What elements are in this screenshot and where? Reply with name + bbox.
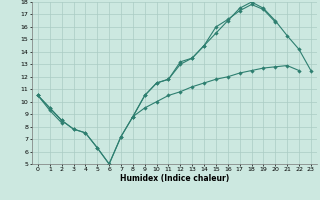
X-axis label: Humidex (Indice chaleur): Humidex (Indice chaleur)	[120, 174, 229, 183]
